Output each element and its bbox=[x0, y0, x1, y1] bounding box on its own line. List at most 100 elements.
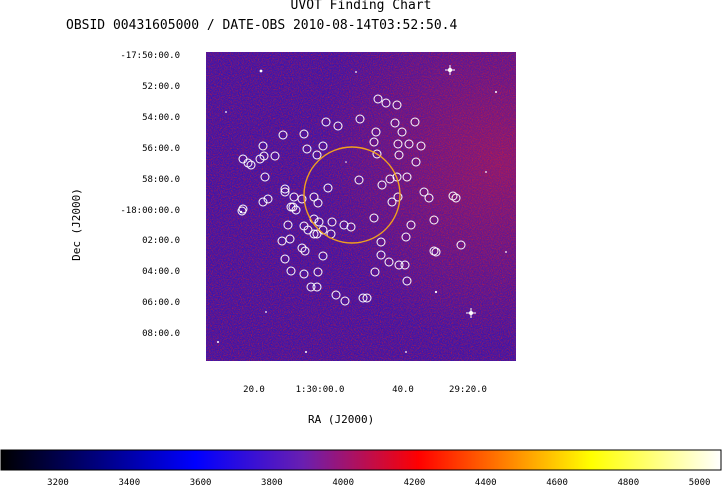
source-marker bbox=[314, 217, 324, 227]
x-tick-label: 29:20.0 bbox=[449, 385, 487, 395]
source-marker bbox=[339, 220, 349, 230]
source-marker bbox=[376, 250, 386, 260]
bright-star bbox=[345, 161, 347, 163]
source-marker bbox=[369, 213, 379, 223]
source-marker bbox=[394, 260, 404, 270]
bright-star bbox=[217, 341, 219, 343]
source-marker bbox=[410, 117, 420, 127]
source-markers bbox=[237, 94, 466, 306]
source-marker bbox=[419, 187, 429, 197]
source-marker bbox=[394, 150, 404, 160]
source-marker bbox=[286, 266, 296, 276]
chart-title: UVOT Finding Chart bbox=[290, 0, 432, 13]
colorbar-tick-label: 3600 bbox=[189, 478, 212, 488]
source-marker bbox=[451, 193, 461, 203]
source-marker bbox=[327, 217, 337, 227]
source-marker bbox=[297, 243, 307, 253]
source-marker bbox=[358, 293, 368, 303]
source-marker bbox=[402, 172, 412, 182]
source-marker bbox=[297, 194, 307, 204]
bright-star bbox=[485, 171, 487, 173]
source-marker bbox=[312, 150, 322, 160]
y-tick-label: 02:00.0 bbox=[142, 236, 180, 247]
source-marker bbox=[384, 257, 394, 267]
colorbar-tick-label: 3800 bbox=[261, 478, 283, 488]
colorbar-tick-label: 4800 bbox=[617, 478, 640, 488]
y-axis-label: Dec (J2000) bbox=[69, 188, 83, 261]
source-marker bbox=[340, 296, 350, 306]
source-marker bbox=[333, 121, 343, 131]
y-tick-label: 08:00.0 bbox=[142, 329, 180, 340]
bright-stars bbox=[217, 65, 507, 353]
source-marker bbox=[318, 141, 328, 151]
y-tick-label: 56:00.0 bbox=[142, 143, 180, 154]
source-marker bbox=[404, 139, 414, 149]
source-marker bbox=[401, 232, 411, 242]
x-tick-label: 1:30:00.0 bbox=[295, 385, 345, 395]
bright-star bbox=[259, 69, 263, 73]
source-marker bbox=[385, 174, 395, 184]
source-marker bbox=[258, 197, 268, 207]
bright-star bbox=[405, 351, 407, 353]
star-spike bbox=[445, 65, 455, 75]
source-marker bbox=[369, 137, 379, 147]
star-spike bbox=[466, 308, 476, 318]
colorbar-gradient bbox=[0, 449, 722, 471]
source-marker bbox=[237, 206, 247, 216]
source-marker bbox=[346, 222, 356, 232]
y-tick-label: 54:00.0 bbox=[142, 112, 180, 123]
source-marker bbox=[448, 191, 458, 201]
colorbar-tick-label: 4000 bbox=[332, 478, 355, 488]
source-marker bbox=[283, 220, 293, 230]
y-tick-label: -18:00:00.0 bbox=[120, 205, 180, 216]
source-marker bbox=[381, 98, 391, 108]
source-marker bbox=[285, 234, 295, 244]
source-marker bbox=[429, 215, 439, 225]
source-marker bbox=[392, 172, 402, 182]
source-marker bbox=[246, 160, 256, 170]
source-marker bbox=[390, 118, 400, 128]
source-marker bbox=[411, 157, 421, 167]
bright-star bbox=[434, 290, 438, 294]
source-marker bbox=[302, 144, 312, 154]
source-marker bbox=[377, 180, 387, 190]
colorbar bbox=[0, 449, 722, 471]
colorbar-tick-label: 4400 bbox=[474, 478, 497, 488]
x-tick-label: 40.0 bbox=[392, 385, 414, 395]
source-marker bbox=[373, 94, 383, 104]
source-marker bbox=[406, 220, 416, 230]
source-marker bbox=[313, 198, 323, 208]
source-marker bbox=[255, 154, 265, 164]
source-marker bbox=[392, 100, 402, 110]
source-marker bbox=[387, 197, 397, 207]
source-marker bbox=[429, 246, 439, 256]
source-marker bbox=[371, 127, 381, 137]
y-tick-label: 04:00.0 bbox=[142, 267, 180, 278]
source-marker bbox=[291, 205, 301, 215]
finding-chart-image bbox=[206, 52, 516, 361]
source-marker bbox=[323, 183, 333, 193]
bright-star bbox=[265, 311, 267, 313]
source-marker bbox=[431, 247, 441, 257]
y-tick-label: 52:00.0 bbox=[142, 81, 180, 92]
source-marker bbox=[309, 229, 319, 239]
source-marker bbox=[321, 117, 331, 127]
source-marker bbox=[313, 267, 323, 277]
source-marker bbox=[299, 129, 309, 139]
bright-star bbox=[305, 351, 307, 353]
source-marker bbox=[280, 184, 290, 194]
colorbar-tick-label: 3400 bbox=[118, 478, 141, 488]
x-axis-label: RA (J2000) bbox=[308, 413, 375, 426]
source-marker bbox=[300, 246, 310, 256]
source-marker bbox=[372, 149, 382, 159]
source-marker bbox=[355, 114, 365, 124]
source-marker bbox=[306, 282, 316, 292]
chart-subtitle: OBSID 00431605000 / DATE-OBS 2010-08-14T… bbox=[66, 18, 458, 33]
source-marker bbox=[312, 282, 322, 292]
bright-star bbox=[355, 71, 357, 73]
source-marker bbox=[238, 204, 248, 214]
source-marker bbox=[402, 276, 412, 286]
source-marker bbox=[280, 254, 290, 264]
source-marker bbox=[270, 151, 280, 161]
source-marker bbox=[299, 269, 309, 279]
